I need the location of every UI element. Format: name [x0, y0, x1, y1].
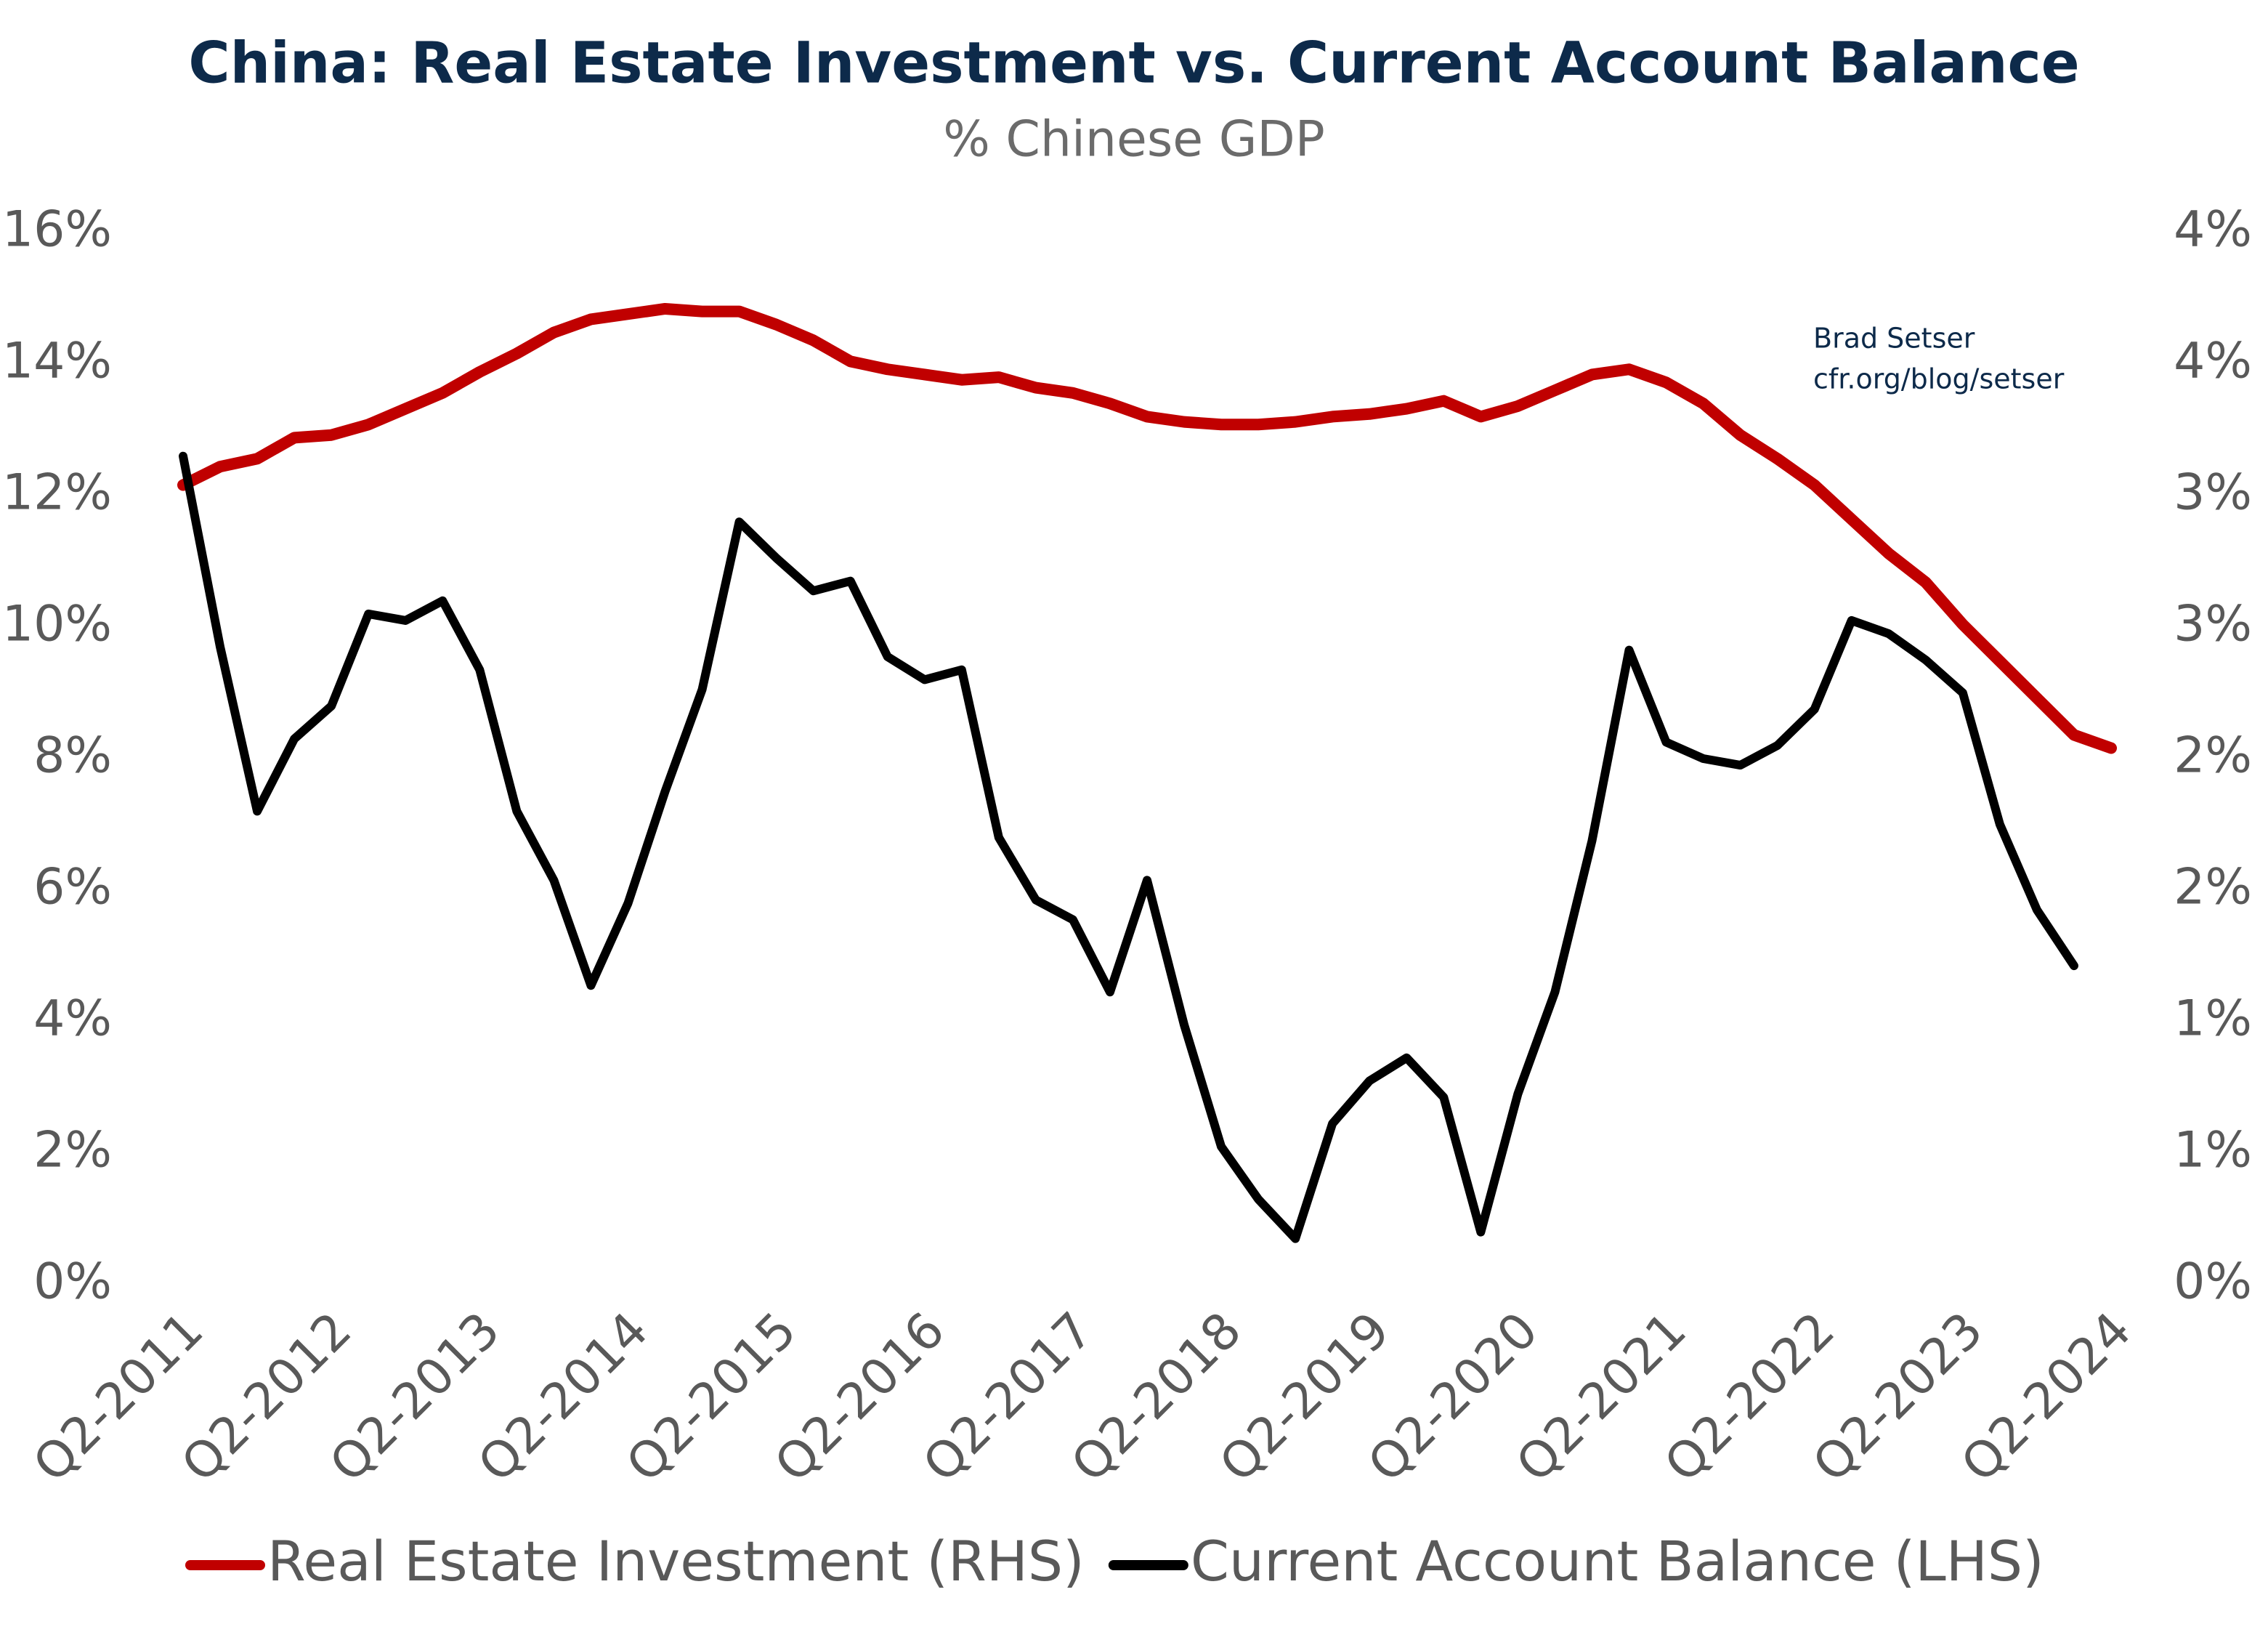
legend-label: Real Estate Investment (RHS) — [267, 1529, 1085, 1594]
y2-tick-label: 1% — [2174, 990, 2252, 1048]
y-tick-label: 8% — [33, 727, 112, 785]
series-line — [177, 302, 2117, 754]
y-tick-label: 0% — [33, 1253, 112, 1311]
y-tick-label: 2% — [33, 1122, 112, 1179]
chart-subtitle: % Chinese GDP — [943, 111, 1325, 169]
y-tick-label: 12% — [2, 464, 112, 522]
y2-tick-label: 4% — [2174, 333, 2252, 390]
annotation: cfr.org/blog/setser — [1813, 363, 2065, 395]
y2-tick-label: 1% — [2174, 1122, 2252, 1179]
annotation: Brad Setser — [1813, 323, 1975, 355]
legend-label: Current Account Balance (LHS) — [1191, 1529, 2044, 1594]
y2-tick-label: 3% — [2174, 596, 2252, 653]
y-tick-label: 6% — [33, 859, 112, 916]
y-tick-label: 16% — [2, 201, 112, 259]
y2-tick-label: 0% — [2174, 1253, 2252, 1311]
y2-tick-label: 4% — [2174, 201, 2252, 259]
series-line — [179, 451, 2078, 1243]
y-tick-label: 14% — [2, 333, 112, 390]
y2-tick-label: 2% — [2174, 859, 2252, 916]
y2-tick-label: 2% — [2174, 727, 2252, 785]
y2-tick-label: 3% — [2174, 464, 2252, 522]
chart-title: China: Real Estate Investment vs. Curren… — [188, 31, 2079, 96]
y-tick-label: 10% — [2, 596, 112, 653]
y-tick-label: 4% — [33, 990, 112, 1048]
